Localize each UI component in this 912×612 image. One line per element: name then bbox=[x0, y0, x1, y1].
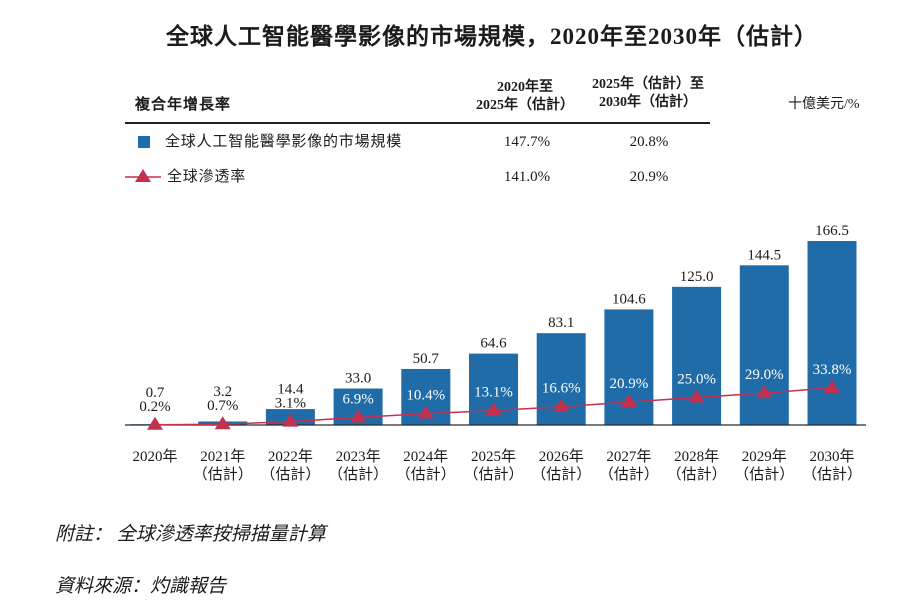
value-label-2028: 125.0 bbox=[680, 269, 714, 285]
year-label-2022: 2022年 bbox=[268, 448, 313, 465]
cagr-header-label: 複合年增長率 bbox=[135, 97, 232, 113]
value-label-2021: 3.2 bbox=[213, 384, 232, 400]
bar-2027 bbox=[604, 309, 654, 425]
penetration-legend-triangle-icon bbox=[125, 169, 161, 182]
estimate-note-2023: （估計） bbox=[328, 466, 388, 483]
penetration-marker-2022 bbox=[282, 413, 299, 427]
year-label-2026: 2026年 bbox=[539, 448, 584, 465]
year-label-2024: 2024年 bbox=[403, 448, 448, 465]
penetration-label-2021: 0.7% bbox=[207, 398, 238, 414]
penetration-marker-2020 bbox=[147, 416, 163, 430]
penetration-label-2027: 20.9% bbox=[610, 376, 649, 392]
penetration-marker-2026 bbox=[553, 398, 570, 412]
year-label-2027: 2027年 bbox=[606, 448, 651, 465]
penetration-label-2026: 16.6% bbox=[542, 381, 581, 397]
value-label-2030: 166.5 bbox=[815, 223, 849, 239]
value-label-2023: 33.0 bbox=[345, 371, 371, 387]
legend-label-market-size: 全球人工智能醫學影像的市場規模 bbox=[165, 134, 403, 150]
value-label-2029: 144.5 bbox=[747, 247, 781, 263]
penetration-marker-2030 bbox=[824, 379, 840, 393]
penetration-marker-2028 bbox=[688, 389, 705, 403]
estimate-note-2030: （估計） bbox=[802, 466, 862, 483]
year-label-2029: 2029年 bbox=[742, 448, 787, 465]
unit-label: 十億美元/% bbox=[788, 97, 860, 112]
penetration-label-2029: 29.0% bbox=[745, 367, 784, 383]
year-label-2023: 2023年 bbox=[336, 448, 381, 465]
cagr-period-header-2025-2030: 2025年（估計）至 2030年（估計） bbox=[575, 76, 721, 112]
year-label-2021: 2021年 bbox=[200, 448, 245, 465]
penetration-marker-2025 bbox=[485, 402, 502, 416]
market-size-chart: 0.2%0.7 0.7%3.2 3.1%14.4 6.9% 33.0 10.4% 50.7 1… bbox=[125, 223, 866, 483]
year-label-2028: 2028年 bbox=[674, 448, 719, 465]
table-divider bbox=[125, 122, 710, 124]
cagr-market-size-2025-2030: 20.8% bbox=[629, 134, 669, 150]
penetration-line-group bbox=[147, 379, 840, 430]
bar-2030 bbox=[807, 241, 857, 425]
penetration-marker-2023 bbox=[350, 409, 367, 423]
penetration-marker-2021 bbox=[214, 416, 231, 430]
estimate-note-2021: （估計） bbox=[193, 466, 253, 483]
estimate-note-2028: （估計） bbox=[667, 466, 727, 483]
value-label-2027: 104.6 bbox=[612, 291, 646, 307]
year-label-2020: 2020年 bbox=[132, 448, 177, 465]
value-labels-group: 0.2%0.7 0.7%3.2 3.1%14.4 6.9% 33.0 10.4% 50.7 1… bbox=[139, 223, 851, 415]
cagr-penetration-2020-2025: 141.0% bbox=[503, 169, 551, 185]
estimate-note-2029: （估計） bbox=[734, 466, 794, 483]
cagr-penetration-2025-2030: 20.9% bbox=[629, 169, 669, 185]
footnote-source: 資料來源：灼識報告 bbox=[55, 576, 227, 597]
cagr-period-header-2020-2025: 2020年至 2025年（估計） bbox=[462, 79, 588, 115]
x-axis-labels-group: 2020年 2021年（估計）2022年（估計）2023年（估計）2024年（估計… bbox=[132, 448, 862, 483]
legend-label-penetration: 全球滲透率 bbox=[167, 169, 247, 185]
footnote-remark: 附註： 全球滲透率按掃描量計算 bbox=[55, 524, 326, 545]
value-label-2022: 14.4 bbox=[277, 382, 304, 398]
estimate-note-2024: （估計） bbox=[396, 466, 456, 483]
value-label-2020: 0.7 bbox=[146, 385, 165, 401]
estimate-note-2026: （估計） bbox=[531, 466, 591, 483]
penetration-marker-2027 bbox=[620, 394, 637, 408]
penetration-marker-2029 bbox=[756, 385, 773, 399]
penetration-label-2030: 33.8% bbox=[813, 362, 852, 378]
penetration-marker-2024 bbox=[417, 405, 434, 419]
estimate-note-2025: （估計） bbox=[463, 466, 523, 483]
year-label-2030: 2030年 bbox=[809, 448, 854, 465]
bar-2029 bbox=[739, 265, 789, 425]
market-size-legend-swatch-icon bbox=[138, 136, 150, 148]
bar-2028 bbox=[672, 286, 722, 425]
penetration-label-2025: 13.1% bbox=[474, 385, 513, 401]
value-label-2026: 83.1 bbox=[548, 315, 574, 331]
estimate-note-2022: （估計） bbox=[260, 466, 320, 483]
cagr-period-line1: 2020年至 bbox=[497, 80, 553, 95]
chart-title: 全球人工智能醫學影像的市場規模，2020年至2030年（估計） bbox=[166, 24, 818, 49]
cagr-period-line2: 2025年（估計） bbox=[476, 98, 574, 113]
penetration-label-2028: 25.0% bbox=[677, 372, 716, 388]
year-label-2025: 2025年 bbox=[471, 448, 516, 465]
cagr-period-line1: 2025年（估計）至 bbox=[592, 77, 704, 92]
value-label-2024: 50.7 bbox=[413, 351, 440, 367]
cagr-period-line2: 2030年（估計） bbox=[599, 95, 697, 110]
penetration-label-2022: 3.1% bbox=[275, 396, 306, 412]
penetration-label-2023: 6.9% bbox=[342, 391, 373, 407]
estimate-note-2027: （估計） bbox=[599, 466, 659, 483]
value-label-2025: 64.6 bbox=[480, 336, 507, 352]
cagr-market-size-2020-2025: 147.7% bbox=[503, 134, 551, 150]
penetration-label-2024: 10.4% bbox=[406, 388, 445, 404]
penetration-label-2020: 0.2% bbox=[139, 399, 170, 415]
